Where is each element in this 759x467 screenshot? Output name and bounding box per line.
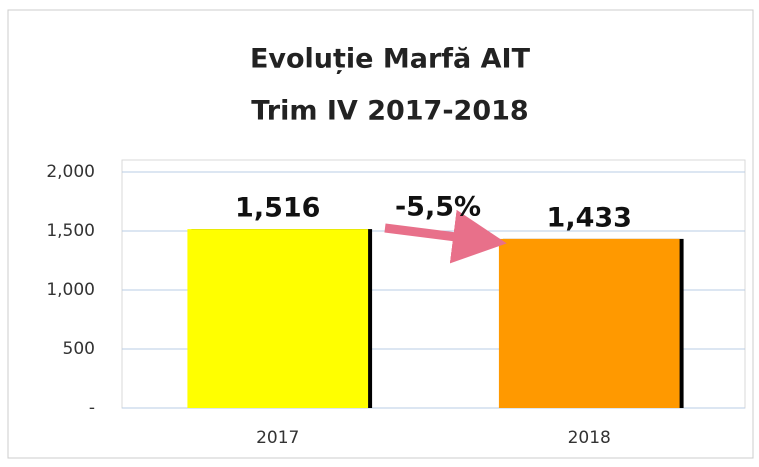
y-tick-label: 2,000 [46, 162, 95, 182]
chart-title: Evoluție Marfă AIT [250, 44, 531, 75]
data-label: 1,516 [235, 193, 320, 224]
y-tick-label: 500 [63, 339, 95, 359]
change-arrow [384, 209, 507, 264]
y-tick-label: - [89, 398, 95, 418]
x-tick-label: 2017 [256, 428, 299, 448]
x-tick-label: 2018 [568, 428, 611, 448]
chart-subtitle: Trim IV 2017-2018 [251, 96, 528, 127]
bar [498, 238, 680, 408]
bar [187, 229, 369, 408]
data-label: 1,433 [547, 202, 632, 233]
plot-area: - 500 1,000 1,500 2,000 2017 1,516 2018 1,433 [46, 159, 746, 448]
annotation: -5,5% [395, 192, 481, 223]
y-tick-label: 1,000 [46, 280, 95, 300]
y-tick-label: 1,500 [46, 221, 95, 241]
